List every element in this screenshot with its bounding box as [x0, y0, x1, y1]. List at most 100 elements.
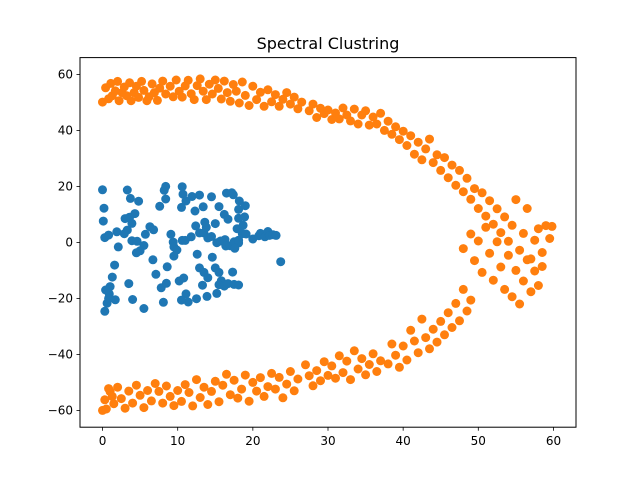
scatter-point-s1-221 [207, 386, 216, 396]
scatter-point-s1-187 [338, 368, 348, 378]
scatter-point-s1-28 [171, 75, 181, 85]
scatter-point-s1-174 [391, 350, 401, 360]
scatter-point-s1-64 [289, 92, 299, 102]
scatter-point-s0-32 [131, 248, 141, 258]
scatter-point-s1-226 [188, 401, 198, 411]
scatter-point-s1-156 [458, 284, 468, 294]
scatter-point-s0-16 [122, 185, 132, 195]
scatter-point-s0-96 [214, 267, 224, 277]
scatter-point-s1-219 [214, 397, 224, 407]
scatter-point-s1-166 [421, 333, 431, 343]
scatter-point-s1-49 [234, 98, 244, 108]
scatter-point-s1-250 [98, 405, 107, 415]
scatter-point-s1-152 [533, 281, 543, 290]
scatter-point-s0-21 [120, 214, 130, 224]
scatter-point-s1-65 [293, 104, 303, 114]
scatter-point-s1-220 [210, 376, 220, 386]
scatter-point-s1-123 [515, 245, 525, 255]
scatter-point-s1-160 [443, 308, 453, 318]
scatter-point-s1-162 [436, 316, 446, 326]
scatter-point-s1-3 [106, 78, 116, 88]
y-tick-label: 60 [58, 68, 73, 82]
scatter-point-s0-29 [149, 225, 159, 235]
scatter-point-s1-118 [496, 228, 506, 238]
y-tick-label: −60 [48, 404, 73, 418]
scatter-point-s1-57 [263, 85, 273, 95]
scatter-point-s1-127 [530, 235, 540, 245]
plot-frame [79, 57, 577, 428]
scatter-point-s1-122 [511, 195, 521, 205]
scatter-point-s1-36 [195, 74, 205, 84]
scatter-point-s0-45 [161, 181, 171, 191]
scatter-point-s1-43 [216, 94, 226, 104]
scatter-point-s0-13 [104, 293, 114, 303]
scatter-point-s0-42 [155, 201, 165, 211]
scatter-point-s0-14 [100, 306, 110, 316]
scatter-point-s0-27 [140, 229, 150, 239]
scatter-point-s1-169 [409, 336, 419, 346]
scatter-point-s1-180 [364, 360, 374, 369]
scatter-point-s0-15 [110, 295, 120, 305]
scatter-point-s1-11 [125, 78, 135, 88]
scatter-point-s1-137 [477, 267, 487, 277]
scatter-point-s0-94 [207, 252, 217, 262]
scatter-point-s1-143 [500, 284, 510, 294]
scatter-point-s1-168 [413, 348, 423, 358]
scatter-point-s1-87 [379, 125, 389, 135]
scatter-point-s1-42 [213, 83, 223, 93]
scatter-point-s1-232 [165, 391, 175, 401]
scatter-point-s0-93 [179, 273, 189, 283]
scatter-point-s1-119 [500, 212, 510, 222]
scatter-point-s1-75 [334, 114, 344, 124]
scatter-point-s0-70 [210, 219, 220, 229]
scatter-point-s1-177 [376, 356, 386, 366]
scatter-point-s1-246 [113, 382, 123, 392]
scatter-point-s1-184 [349, 346, 359, 356]
scatter-point-s1-215 [229, 375, 239, 385]
scatter-point-s1-132 [547, 221, 557, 231]
scatter-point-s1-125 [522, 204, 532, 213]
scatter-point-s1-142 [496, 262, 506, 272]
scatter-point-s1-96 [413, 137, 423, 147]
y-tick-label: −40 [48, 348, 73, 362]
scatter-point-s1-170 [406, 325, 416, 335]
scatter-point-s1-167 [417, 314, 427, 324]
scatter-point-s1-131 [545, 234, 555, 243]
y-tick-label: 20 [58, 180, 73, 194]
scatter-point-s1-202 [278, 393, 288, 403]
scatter-point-s0-51 [190, 206, 200, 216]
scatter-point-s1-105 [447, 160, 457, 170]
scatter-point-s1-79 [349, 104, 359, 114]
scatter-point-s1-101 [432, 150, 442, 160]
scatter-point-s1-147 [515, 299, 525, 309]
scatter-point-s1-26 [165, 81, 175, 91]
scatter-point-s1-103 [440, 153, 449, 163]
scatter-point-s0-79 [241, 229, 251, 239]
x-tick-label: 30 [320, 434, 335, 448]
scatter-point-s1-150 [526, 287, 536, 297]
scatter-point-s1-32 [183, 75, 193, 85]
scatter-point-s0-108 [228, 190, 238, 200]
scatter-point-s1-213 [237, 384, 247, 394]
scatter-point-s1-175 [387, 339, 397, 349]
x-tick-label: 40 [396, 434, 411, 448]
scatter-point-s1-209 [252, 386, 262, 396]
scatter-point-s0-104 [234, 280, 244, 290]
scatter-point-s1-23 [155, 83, 165, 93]
scatter-point-s0-7 [110, 260, 120, 270]
scatter-point-s1-60 [274, 101, 284, 111]
scatter-point-s0-33 [148, 255, 158, 265]
scatter-point-s1-197 [301, 360, 310, 370]
scatter-point-s1-178 [372, 367, 382, 376]
scatter-point-s1-190 [327, 361, 337, 371]
scatter-point-s0-54 [207, 192, 216, 202]
scatter-point-s1-99 [425, 134, 434, 144]
scatter-point-s1-199 [289, 386, 299, 396]
scatter-point-s1-228 [180, 380, 190, 390]
scatter-point-s1-90 [391, 122, 401, 132]
scatter-point-s0-52 [195, 190, 204, 200]
scatter-point-s0-5 [112, 227, 122, 237]
scatter-point-s1-24 [158, 76, 168, 86]
scatter-point-s0-48 [177, 182, 187, 192]
scatter-point-s0-81 [230, 243, 240, 253]
